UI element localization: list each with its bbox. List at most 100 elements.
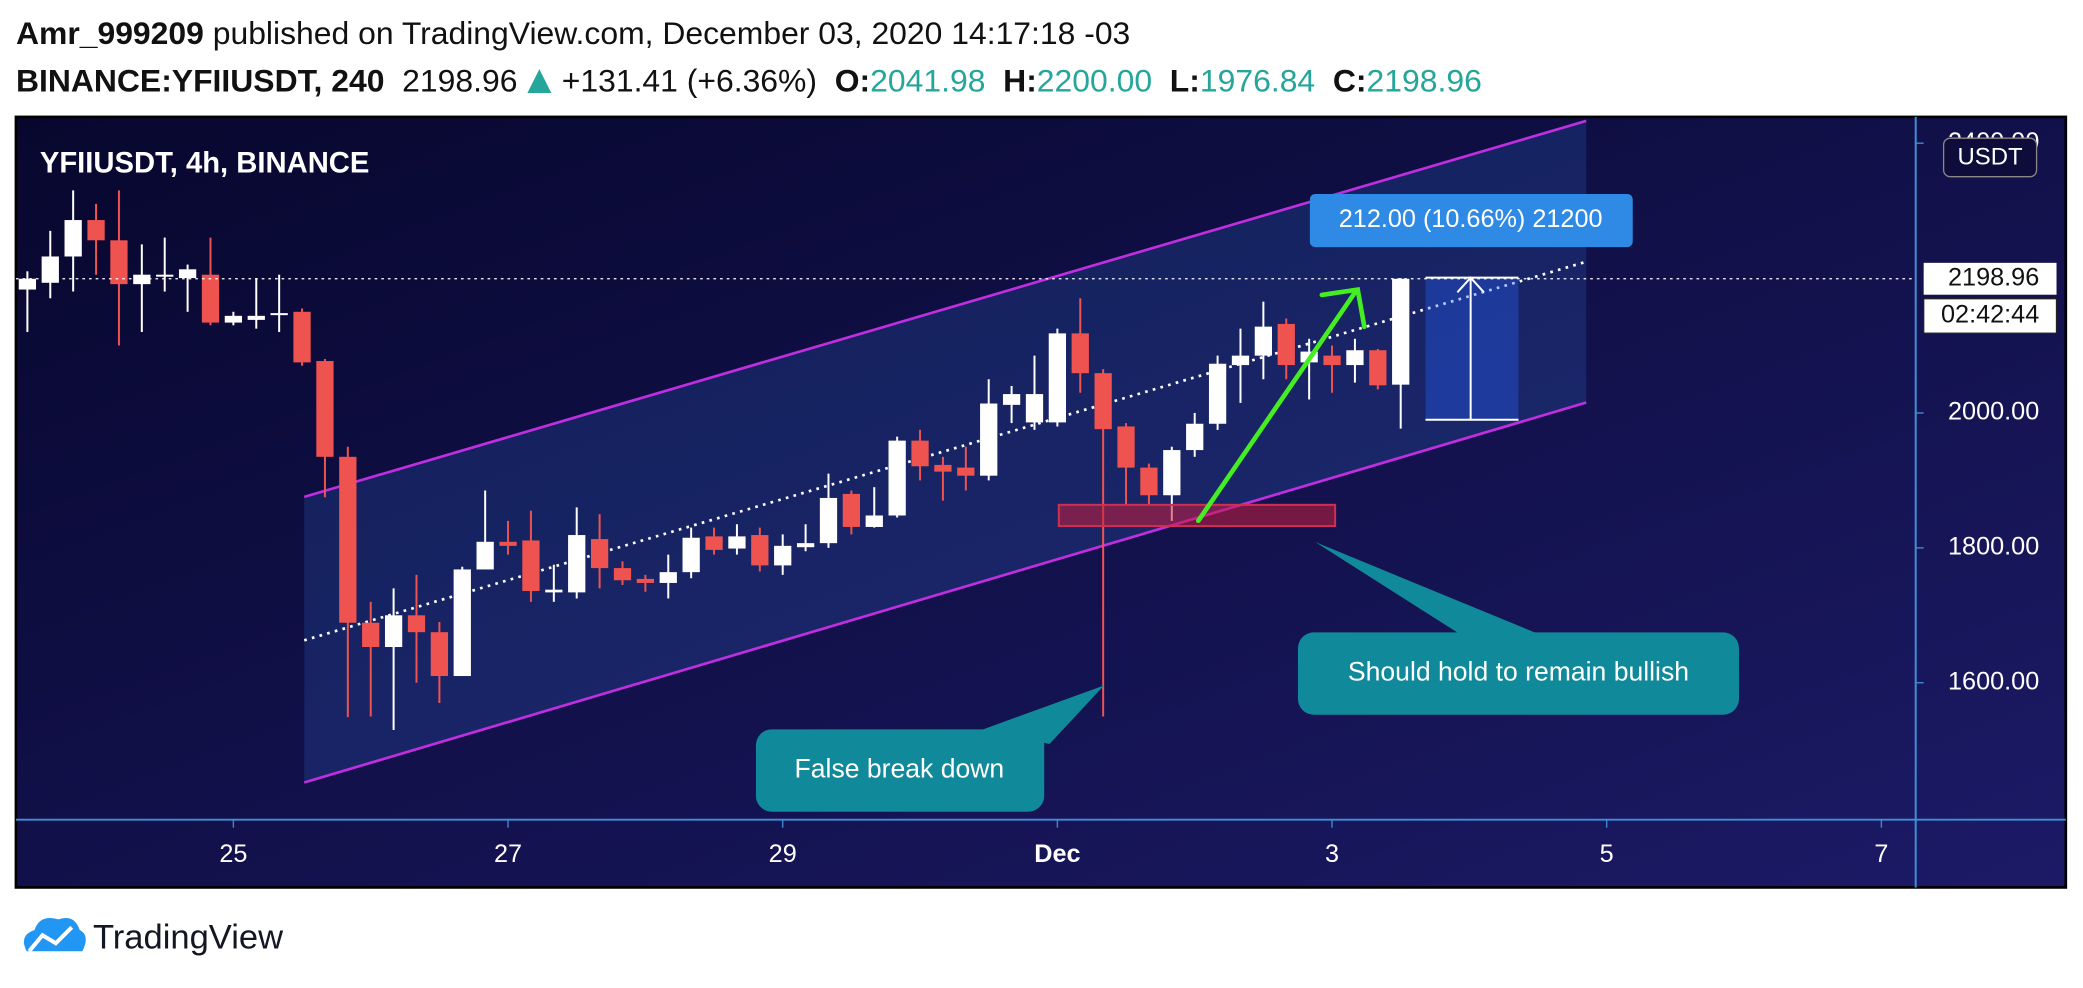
y-tick-label: 1600.00 <box>1948 667 2039 695</box>
candle-body <box>957 467 975 476</box>
candle-body <box>751 535 769 566</box>
candle-body <box>1025 394 1044 423</box>
ohlc-label: L: <box>1169 63 1200 100</box>
candle-body <box>430 632 449 677</box>
ohlc-value: 2200.00 <box>1036 63 1153 100</box>
annotation: False break down <box>795 754 1005 784</box>
countdown: 02:42:44 <box>1941 301 2039 329</box>
header-line-1: Amr_999209 published on TradingView.com,… <box>16 11 1482 59</box>
header: Amr_999209 published on TradingView.com,… <box>16 11 1482 107</box>
candle-body <box>1369 350 1387 386</box>
candle-body <box>911 440 929 467</box>
candle-body <box>705 536 723 550</box>
candle-body <box>1254 326 1273 356</box>
change: +131.41 (+6.36%) <box>561 63 818 100</box>
candle-body <box>888 440 906 516</box>
callout-box <box>755 729 1045 812</box>
candle-body <box>1392 278 1410 385</box>
y-tick-label: 2000.00 <box>1948 398 2039 426</box>
candle-body <box>1140 467 1158 496</box>
candle-body <box>934 464 952 472</box>
x-tick-label: 7 <box>1874 840 1888 868</box>
candle-body <box>1071 333 1089 374</box>
candle-body <box>865 515 883 527</box>
measure-area <box>1425 277 1519 420</box>
candle-body <box>796 543 815 548</box>
candle-body <box>613 568 632 581</box>
channel-upper <box>303 119 1587 499</box>
candle-body <box>201 274 220 323</box>
candle-body <box>18 278 37 290</box>
symbol: BINANCE:YFIIUSDT, 240 <box>15 63 385 100</box>
ohlc-value: 2041.98 <box>870 63 986 100</box>
chart-title: YFIIUSDT, 4h, BINANCE <box>40 147 370 179</box>
candle-body <box>247 315 265 320</box>
candle-body <box>453 569 471 677</box>
ohlc-label: O: <box>834 63 871 100</box>
candle-body <box>110 240 128 285</box>
candle-body <box>270 313 288 316</box>
candle-body <box>87 220 105 241</box>
candle-body <box>545 589 563 593</box>
candle-body <box>178 269 197 279</box>
candle-body <box>384 615 403 648</box>
candle-body <box>980 403 998 476</box>
candle-body <box>659 572 677 583</box>
x-tick-label: Dec <box>1034 840 1080 868</box>
last-price-box <box>1923 262 2057 295</box>
x-tick-label: 3 <box>1325 840 1339 868</box>
countdown-box <box>1923 298 2058 334</box>
currency: USDT <box>1958 143 2023 170</box>
ohlc-label: H: <box>1003 63 1037 100</box>
candle-body <box>819 497 838 544</box>
candle-body <box>156 274 174 277</box>
candle-body <box>636 578 655 583</box>
logo <box>23 917 86 953</box>
candle-body <box>1048 333 1067 423</box>
ohlc-value: 1976.84 <box>1199 63 1316 100</box>
candle-body <box>339 456 357 623</box>
candle-body <box>728 536 746 549</box>
channel-lower <box>303 401 1587 784</box>
currency-box <box>1942 137 2038 178</box>
y-tick-label: 1800.00 <box>1948 533 2039 561</box>
candle-body <box>64 220 82 257</box>
x-tick-label: 27 <box>494 840 522 868</box>
price: 2198.96 <box>402 63 518 100</box>
candle-body <box>1277 323 1295 366</box>
last-price-label: 2198.96 <box>1948 263 2039 291</box>
candle-body <box>1346 350 1364 366</box>
candle-body <box>1186 423 1204 451</box>
up-triangle <box>527 69 552 93</box>
candle-body <box>133 274 151 285</box>
candle-body <box>316 361 334 457</box>
candle-body <box>682 537 700 573</box>
published: published on TradingView.com, December 0… <box>212 15 1131 52</box>
green-arrow <box>1195 286 1367 524</box>
candle-body <box>1117 426 1135 468</box>
candle-body <box>1094 373 1112 430</box>
x-tick-label: 25 <box>219 840 247 868</box>
candle-body <box>224 315 243 323</box>
candle-body <box>293 311 311 363</box>
ohlc-label: C: <box>1332 63 1367 100</box>
x-tick-label: 5 <box>1600 840 1614 868</box>
author: Amr_999209 <box>15 15 204 52</box>
candle-body <box>590 539 609 569</box>
annotation: Should hold to remain bullish <box>1348 657 1689 687</box>
candle-body <box>568 535 586 593</box>
candle-body <box>407 615 426 633</box>
candle-body <box>362 622 380 648</box>
candle-body <box>1002 394 1021 405</box>
measure-arrow <box>1456 276 1485 420</box>
measure-box <box>1309 193 1633 248</box>
header-line-2: BINANCE:YFIIUSDT, 240 2198.96 +131.41 (+… <box>16 58 1482 106</box>
measure-label: 212.00 (10.66%) 21200 <box>1339 205 1603 233</box>
candle-body <box>41 256 59 283</box>
candle-body <box>1163 450 1181 496</box>
candle-body <box>1323 355 1341 366</box>
ohlc-value: 2198.96 <box>1366 63 1482 100</box>
callout-box <box>1297 632 1740 715</box>
support-zone <box>1057 503 1337 528</box>
